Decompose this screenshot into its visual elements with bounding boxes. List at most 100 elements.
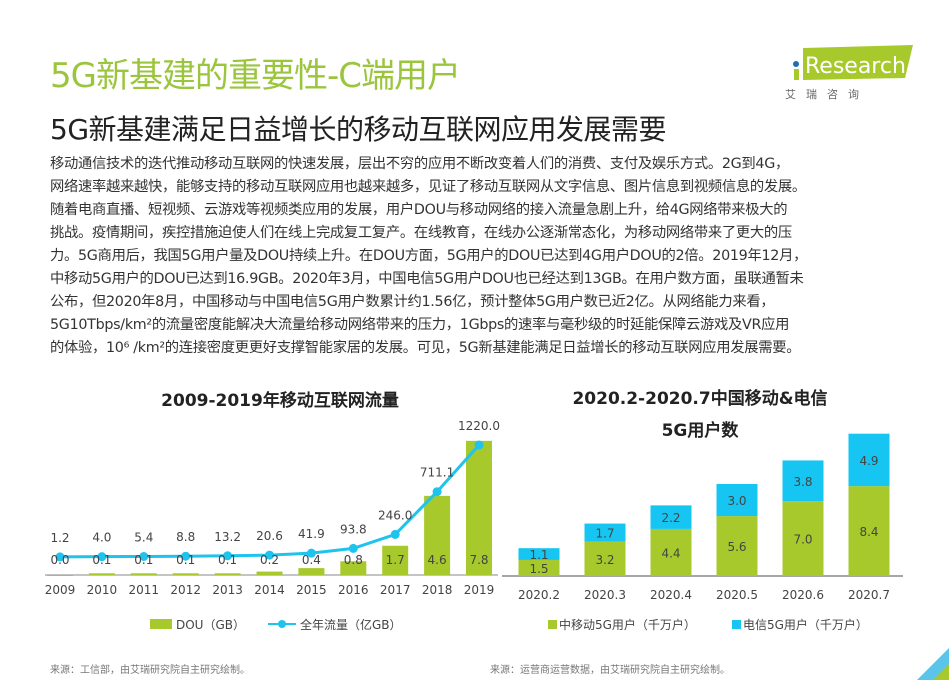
iresearch-logo: Research 艾瑞咨询 <box>785 40 915 101</box>
body-line: 中移动5G用户的DOU已达到16.9GB。2020年3月，中国电信5G用户DOU… <box>50 271 804 287</box>
legend-traffic-label: 全年流量（亿GB） <box>300 617 402 632</box>
traffic-point <box>306 548 316 558</box>
telecom-label: 3.8 <box>793 475 812 489</box>
cmcc-bar <box>782 501 824 576</box>
traffic-label: 4.0 <box>92 531 111 545</box>
x-tick-label: 2014 <box>254 583 285 597</box>
x-tick-label: 2011 <box>129 583 160 597</box>
x-tick-label: 2010 <box>87 583 118 597</box>
telecom-bar <box>782 460 824 502</box>
dou-bar <box>340 561 367 575</box>
x-tick-label: 2020.2 <box>518 588 560 602</box>
cmcc-bar <box>848 486 890 576</box>
dou-bar <box>382 545 409 575</box>
telecom-bar <box>518 548 560 560</box>
body-line: 的体验，10⁶ /km²的连接密度更更好支撑智能家居的发展。可见，5G新基建能满… <box>50 340 801 356</box>
dou-label: 4.6 <box>428 553 447 567</box>
legend-cmcc-swatch <box>548 620 557 629</box>
dou-label: 0.1 <box>134 553 153 567</box>
source-right: 来源：运营商运营数据，由艾瑞研究院自主研究绘制。 <box>490 665 730 676</box>
cmcc-bar <box>650 528 692 576</box>
dou-label: 0.8 <box>344 553 363 567</box>
body-line: 网络速率越来越快，能够支持的移动互联网应用也越来越多，见证了移动互联网从文字信息… <box>50 179 806 195</box>
chart2-title-line2: 5G用户数 <box>661 421 739 441</box>
legend-dou-label: DOU（GB） <box>176 618 245 632</box>
body-line: 公布，但2020年8月，中国移动与中国电信5G用户数累计约1.56亿，预计整体5… <box>50 294 775 310</box>
x-tick-label: 2013 <box>212 583 243 597</box>
x-tick-label: 2020.6 <box>782 588 824 602</box>
body-paragraph: 移动通信技术的迭代推动移动互联网的快速发展，层出不穷的应用不断改变着人们的消费、… <box>50 153 920 360</box>
page-title: 5G新基建的重要性-C端用户 <box>50 56 461 96</box>
traffic-label: 5.4 <box>134 531 153 545</box>
svg-text:艾瑞咨询: 艾瑞咨询 <box>785 87 869 100</box>
telecom-bar <box>848 433 890 487</box>
x-tick-label: 2015 <box>296 583 327 597</box>
cmcc-label: 7.0 <box>793 533 812 547</box>
dou-label: 0.0 <box>50 553 69 567</box>
cmcc-bar <box>518 559 560 576</box>
corner-decoration <box>917 648 949 680</box>
telecom-bar <box>716 483 758 517</box>
x-tick-label: 2020.5 <box>716 588 758 602</box>
dou-label: 0.1 <box>218 553 237 567</box>
dou-label: 7.8 <box>469 553 488 567</box>
traffic-point <box>97 552 107 562</box>
dou-bar <box>47 575 73 576</box>
telecom-bar <box>584 523 626 542</box>
traffic-point <box>223 551 233 561</box>
dou-bar <box>298 568 325 575</box>
dou-bar <box>466 440 492 575</box>
cmcc-bar <box>584 541 626 576</box>
traffic-label: 711.1 <box>420 466 454 480</box>
dou-bar <box>130 573 157 575</box>
dou-label: 0.4 <box>302 553 321 567</box>
cmcc-label: 5.6 <box>727 540 746 554</box>
body-line: 挑战。疫情期间，疾控措施迫使人们在线上完成复工复产。在线教育，在线办公逐渐常态化… <box>50 225 792 241</box>
dou-bar <box>214 573 241 575</box>
legend-dou-swatch <box>150 619 172 629</box>
cmcc-label: 1.5 <box>529 562 548 576</box>
dou-bar <box>88 573 115 575</box>
traffic-point <box>55 552 65 562</box>
legend-cmcc-label: 中移动5G用户（千万户） <box>559 617 696 632</box>
traffic-label: 20.6 <box>256 529 283 543</box>
legend-traffic-marker <box>278 620 286 628</box>
dou-label: 0.2 <box>260 553 279 567</box>
telecom-label: 3.0 <box>727 494 746 508</box>
traffic-label: 8.8 <box>176 530 195 544</box>
x-tick-label: 2009 <box>45 583 76 597</box>
traffic-point <box>139 552 149 562</box>
x-tick-label: 2016 <box>338 583 369 597</box>
traffic-label: 13.2 <box>214 530 241 544</box>
telecom-label: 1.7 <box>595 527 614 541</box>
traffic-point <box>432 487 442 497</box>
traffic-point <box>390 529 400 539</box>
traffic-label: 246.0 <box>378 508 412 522</box>
x-tick-label: 2020.7 <box>848 588 890 602</box>
legend-telecom-swatch <box>732 620 741 629</box>
dou-bar <box>172 573 199 575</box>
dou-bar <box>424 495 451 575</box>
x-tick-label: 2019 <box>464 583 495 597</box>
traffic-point <box>474 440 484 450</box>
traffic-label: 1.2 <box>50 531 69 545</box>
dou-bar <box>256 571 283 575</box>
cmcc-bar <box>716 516 758 576</box>
body-line: 移动通信技术的迭代推动移动互联网的快速发展，层出不穷的应用不断改变着人们的消费、… <box>50 156 789 172</box>
dou-label: 1.7 <box>386 553 405 567</box>
x-tick-label: 2020.4 <box>650 588 692 602</box>
body-line: 随着电商直播、短视频、云游戏等视频类应用的发展，用户DOU与移动网络的接入流量急… <box>50 202 788 218</box>
cmcc-label: 8.4 <box>859 525 878 539</box>
cmcc-label: 3.2 <box>595 553 614 567</box>
traffic-label: 1220.0 <box>458 419 500 433</box>
telecom-label: 4.9 <box>859 454 878 468</box>
legend-telecom-label: 电信5G用户（千万户） <box>743 617 868 632</box>
cmcc-label: 4.4 <box>661 546 680 560</box>
dou-label: 0.1 <box>92 553 111 567</box>
telecom-label: 1.1 <box>529 548 548 562</box>
telecom-bar <box>650 505 692 529</box>
traffic-chart: 2009 2010 2011 2012 2013 2014 2015 2016 2017 2018… <box>45 419 500 632</box>
chart2-title: 2020.2-2020.7中国移动&电信 <box>572 389 828 409</box>
telecom-label: 2.2 <box>661 511 680 525</box>
x-tick-label: 2018 <box>422 583 453 597</box>
